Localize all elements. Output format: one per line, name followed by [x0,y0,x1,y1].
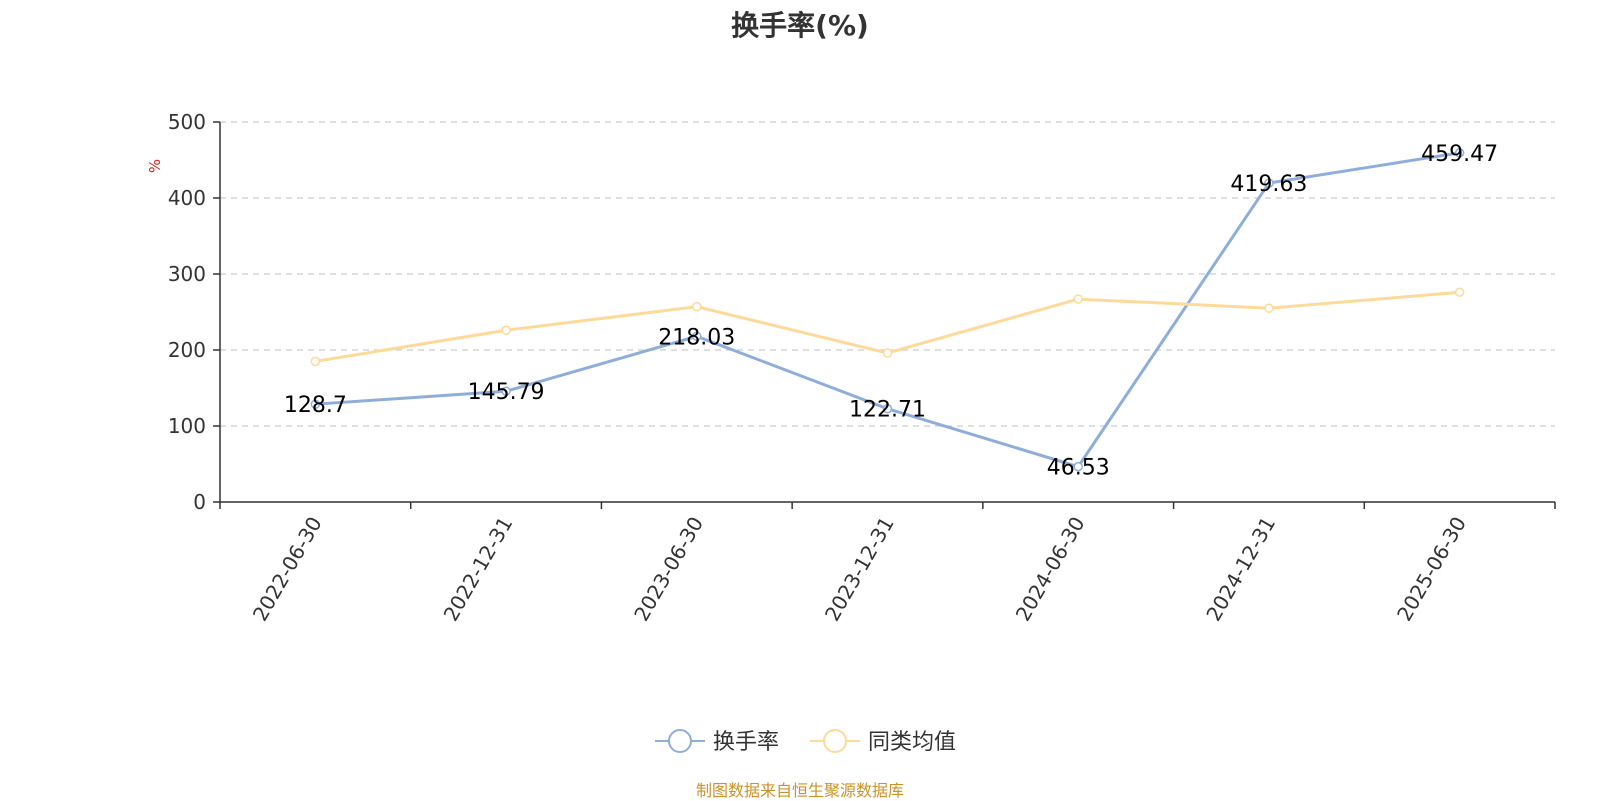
y-tick-label: 0 [193,490,206,514]
data-point [692,331,702,342]
x-tick-label: 2024-06-30 [1011,513,1090,626]
data-point [501,325,511,335]
legend-marker-2 [823,729,847,753]
x-tick-label: 2022-12-31 [438,513,517,626]
y-axis-ticks: 0 100 200 300 400 500 [168,110,220,514]
data-labels: 128.7 145.79 218.03 122.71 46.53 419.63 459.47 [284,142,1498,481]
data-label: 128.7 [284,393,347,418]
data-point [501,386,511,396]
data-label: 419.63 [1230,172,1307,197]
axes [219,122,1555,503]
x-tick-label: 2023-06-30 [629,513,708,626]
data-label: 122.71 [849,398,926,423]
data-point [692,301,702,312]
data-point [882,348,893,358]
y-tick-label: 100 [168,414,206,438]
data-point [882,403,893,414]
chart-title: 换手率(%) [731,9,869,42]
data-point [1073,294,1083,304]
data-point [1264,178,1274,188]
source-note: 制图数据来自恒生聚源数据库 [695,781,904,800]
data-label: 46.53 [1047,456,1110,481]
series-points [310,148,1465,472]
x-axis-ticks: 2022-06-30 2022-12-31 2023-06-30 2023-12-31… [219,502,1556,626]
data-point [310,399,321,409]
data-point [1454,287,1465,297]
y-tick-label: 500 [168,110,206,134]
y-tick-label: 400 [168,186,206,210]
legend: 换手率 同类均值 [655,729,956,755]
y-tick-label: 200 [168,338,206,362]
legend-marker-1 [668,729,692,753]
data-label: 218.03 [658,325,735,350]
y-axis-unit: % [146,159,164,173]
x-tick-label: 2024-12-31 [1201,513,1280,626]
data-point [1454,148,1465,158]
data-point [310,356,321,367]
data-label: 145.79 [468,380,545,405]
data-point [1264,303,1274,313]
y-tick-label: 300 [168,262,206,286]
gridlines [220,121,1555,427]
data-label: 459.47 [1421,142,1498,167]
data-point [1073,461,1083,472]
x-tick-label: 2025-06-30 [1392,513,1471,626]
legend-label-1: 换手率 [713,730,779,755]
legend-label-2: 同类均值 [868,730,956,755]
x-tick-label: 2022-06-30 [248,513,327,626]
x-tick-label: 2023-12-31 [820,513,899,626]
